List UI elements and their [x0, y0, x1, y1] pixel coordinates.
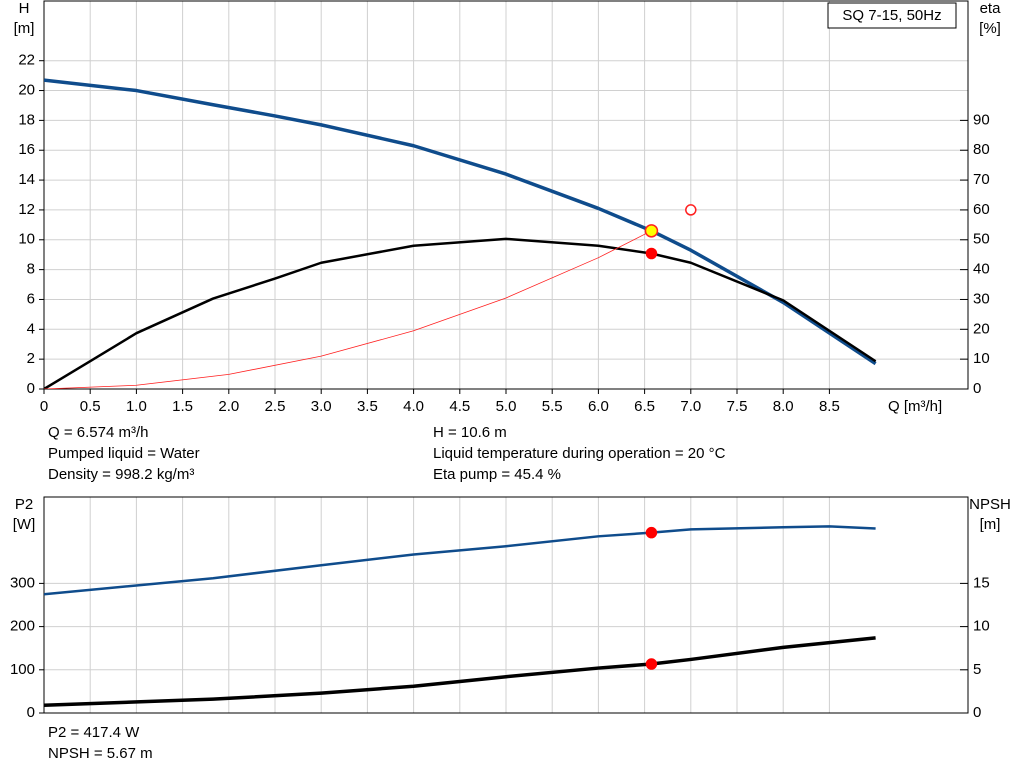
info-text: P2 = 417.4 W	[48, 724, 140, 741]
info-text: Pumped liquid = Water	[48, 445, 200, 462]
y2-axis-label: [m]	[980, 516, 1001, 533]
y2-axis-label: NPSH	[969, 496, 1011, 513]
y2-tick-label: 50	[973, 231, 990, 248]
operating-point	[645, 247, 658, 260]
y2-axis-label: eta	[980, 0, 1002, 17]
y2-tick-label: 60	[973, 201, 990, 218]
y2-tick-label: 80	[973, 141, 990, 158]
y-tick-label: 0	[27, 704, 35, 721]
y2-tick-label: 5	[973, 661, 981, 678]
y-tick-label: 6	[27, 290, 35, 307]
operating-point	[645, 658, 658, 670]
info-text: NPSH = 5.67 m	[48, 745, 153, 762]
x-tick-label: 3.0	[311, 398, 332, 415]
y2-tick-label: 15	[973, 574, 990, 591]
y-tick-label: 10	[18, 231, 35, 248]
y-tick-label: 200	[10, 618, 35, 635]
y-axis-label: [m]	[14, 20, 35, 37]
y-tick-label: 12	[18, 201, 35, 218]
info-text: Eta pump = 45.4 %	[433, 466, 561, 483]
operating-point	[644, 224, 659, 238]
x-tick-label: 2.0	[218, 398, 239, 415]
x-tick-label: 3.5	[357, 398, 378, 415]
x-tick-label: 4.0	[403, 398, 424, 415]
y-tick-label: 16	[18, 141, 35, 158]
y2-tick-label: 30	[973, 290, 990, 307]
curve	[44, 78, 877, 366]
info-text: Density = 998.2 kg/m³	[48, 466, 194, 483]
y-axis-label: P2	[15, 496, 33, 513]
y-axis-label: [W]	[13, 516, 36, 533]
x-tick-label: 1.5	[172, 398, 193, 415]
info-text: H = 10.6 m	[433, 424, 507, 441]
y2-tick-label: 70	[973, 171, 990, 188]
y2-tick-label: 10	[973, 350, 990, 367]
y-tick-label: 2	[27, 350, 35, 367]
x-tick-label: 1.0	[126, 398, 147, 415]
model-box	[827, 2, 957, 29]
x-tick-label: 0.5	[80, 398, 101, 415]
info-text: Q = 6.574 m³/h	[48, 424, 148, 441]
x-tick-label: 4.5	[449, 398, 470, 415]
x-tick-label: 0	[40, 398, 48, 415]
x-tick-label: 8.5	[819, 398, 840, 415]
y-tick-label: 18	[18, 111, 35, 128]
y-tick-label: 20	[18, 82, 35, 99]
plot-area	[44, 78, 877, 389]
model-label: SQ 7-15, 50Hz	[842, 7, 941, 24]
y2-tick-label: 20	[973, 320, 990, 337]
y-tick-label: 300	[10, 574, 35, 591]
x-tick-label: 6.5	[634, 398, 655, 415]
plot-frame	[43, 496, 969, 714]
curve	[44, 636, 876, 707]
y2-axis-label: [%]	[979, 20, 1001, 37]
x-tick-label: 5.0	[496, 398, 517, 415]
y2-tick-label: 10	[973, 618, 990, 635]
y-axis-label: H	[19, 0, 30, 17]
y2-tick-label: 40	[973, 261, 990, 278]
x-tick-label: 2.5	[265, 398, 286, 415]
curve	[44, 525, 876, 596]
x-tick-label: 7.5	[727, 398, 748, 415]
y-tick-label: 4	[27, 320, 35, 337]
curve	[44, 237, 877, 389]
plot-area	[44, 525, 876, 707]
operating-point	[645, 526, 658, 539]
y2-tick-label: 0	[973, 704, 981, 721]
y-tick-label: 22	[18, 52, 35, 69]
x-tick-label: 8.0	[773, 398, 794, 415]
x-tick-label: 7.0	[680, 398, 701, 415]
plot-frame	[43, 0, 969, 390]
info-text: Liquid temperature during operation = 20…	[433, 445, 726, 462]
y-tick-label: 8	[27, 261, 35, 278]
x-tick-label: 6.0	[588, 398, 609, 415]
curve	[44, 230, 652, 389]
x-tick-label: 5.5	[542, 398, 563, 415]
x-axis-label: Q [m³/h]	[888, 398, 942, 415]
y-tick-label: 14	[18, 171, 35, 188]
operating-point	[685, 204, 697, 216]
y-tick-label: 100	[10, 661, 35, 678]
y2-tick-label: 0	[973, 380, 981, 397]
y-tick-label: 0	[27, 380, 35, 397]
y2-tick-label: 90	[973, 111, 990, 128]
